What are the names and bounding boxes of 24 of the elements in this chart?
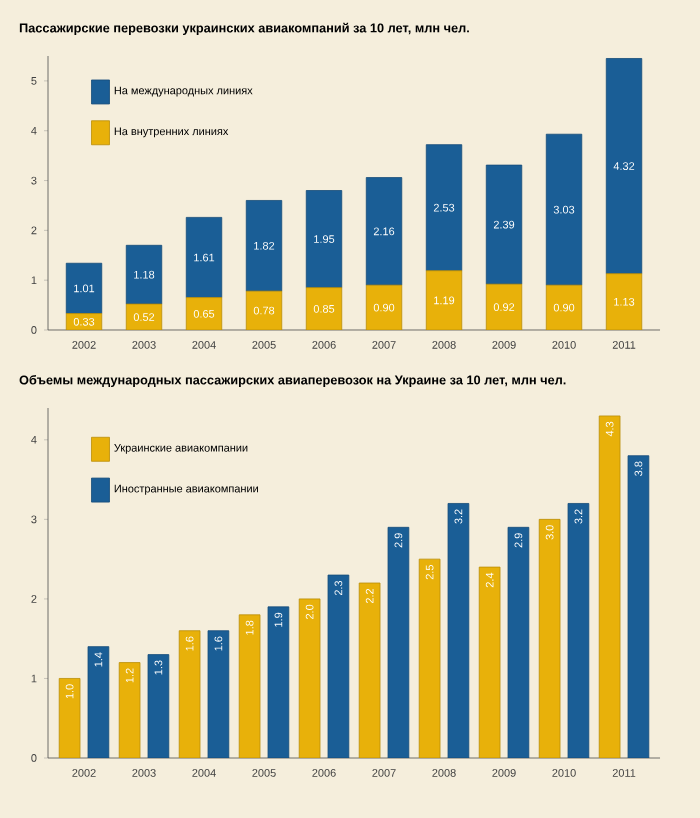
bar (627, 455, 650, 758)
bar (507, 526, 530, 758)
bar (418, 558, 441, 758)
bar (485, 164, 523, 285)
bar (238, 614, 261, 758)
bar (365, 177, 403, 286)
bar (605, 273, 643, 330)
bar (567, 503, 590, 758)
bar (545, 133, 583, 286)
bar (65, 262, 103, 314)
bar (305, 190, 343, 289)
bar (538, 518, 561, 758)
bar (605, 58, 643, 275)
bar (478, 566, 501, 758)
bar (387, 526, 410, 758)
bar (447, 503, 470, 758)
bar (598, 415, 621, 758)
bar (358, 582, 381, 758)
bar (245, 200, 283, 292)
bar (425, 270, 463, 330)
bar (185, 217, 223, 299)
bar (178, 630, 201, 758)
bar (425, 144, 463, 272)
bar (125, 244, 163, 305)
